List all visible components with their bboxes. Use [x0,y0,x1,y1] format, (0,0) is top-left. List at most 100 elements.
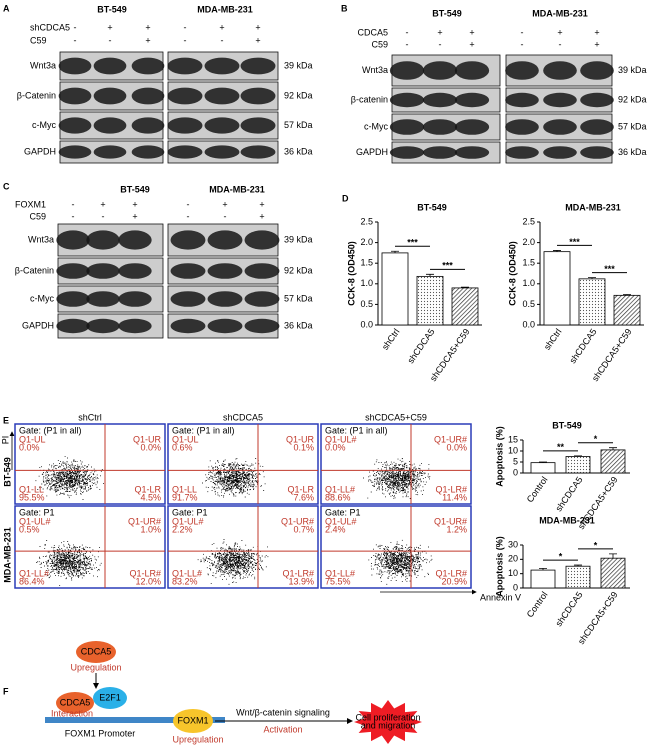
size-label: 92 kDa [618,94,647,104]
quadrant-name: Q1-UR# [434,516,467,526]
y-tick-label: 30 [508,539,518,549]
plot-area [14,505,166,589]
protein-label: β-Catenin [17,90,56,100]
quadrant-name: Q1-UL [172,434,199,444]
node-label: E2F1 [99,692,121,702]
size-label: 39 kDa [618,65,647,75]
treatment-sign: + [145,35,150,45]
x-tick-label: shCtrl [542,327,564,352]
blot-band [454,146,490,159]
quadrant-value: 12.0% [135,576,161,586]
effect-label: Interaction [51,708,93,718]
treatment-sign: + [107,22,112,32]
error-bar [574,564,582,567]
blot-band [118,230,152,250]
quadrant-name: Q1-UL# [172,516,204,526]
blot-band [167,57,203,75]
y-tick-label: 2.0 [360,237,373,247]
quadrant-name: Q1-UL# [19,516,51,526]
x-tick-label: shCDCA5 [553,475,584,514]
treatment-sign: - [109,35,112,45]
blot-band [86,291,120,307]
protein-label: GAPDH [22,320,54,330]
bar [530,462,556,474]
error-bar [391,250,399,253]
quadrant-value: 11.4% [442,492,467,502]
blot-band [422,61,458,80]
blot-band [170,230,206,250]
panel-letter: A [3,3,10,13]
diagram: F CDCA5 Upregulation CDCA5 E2F1 Interact… [3,641,422,744]
size-label: 92 kDa [284,90,313,100]
size-label: 57 kDa [284,293,313,303]
treatment-sign: - [187,199,190,209]
blot-band [93,87,127,105]
x-tick-label: Control [525,590,550,620]
treatment-sign: + [469,27,474,37]
treatment-sign: + [594,27,599,37]
blot-band [240,117,276,134]
treatment-sign: + [437,27,442,37]
treatment-sign: - [221,35,224,45]
significance-label: *** [604,264,615,274]
blot-band [204,57,240,75]
blot-band [207,291,243,307]
error-bar [623,294,631,296]
y-tick-label: 0 [513,467,518,477]
blot-band [240,57,276,75]
treatment-sign: + [255,22,260,32]
scatter-dots [368,539,433,585]
row-label: BT-549 [2,457,12,487]
treatment-sign: - [521,27,524,37]
bar [451,287,479,326]
blot-band [422,146,458,159]
error-bar [539,567,547,571]
blot-band [170,318,206,334]
quadrant-value: 75.5% [325,576,351,586]
scatter-dots [202,457,266,498]
node [56,692,94,714]
panel-letter: D [342,193,349,203]
quadrant-value: 0.0% [325,442,346,452]
chart-title: BT-549 [552,420,582,430]
column-label: shCtrl [78,412,102,422]
quadrant-name: Q1-UL# [325,434,357,444]
y-tick-label: 0.0 [360,319,373,329]
treatment-sign: + [222,199,227,209]
treatment-label: FOXM1 [15,199,46,209]
blot-band [580,146,614,159]
quadrant-name: Q1-UL [19,434,46,444]
treatment-label: C59 [29,211,46,221]
cell-label: BT-549 [120,184,150,194]
blot-band [167,117,203,134]
significance-label: ** [557,442,565,452]
blot-band [131,145,165,159]
treatment-sign: + [259,211,264,221]
blot-band [93,57,127,75]
quadrant-value: 86.4% [19,576,45,586]
x-tick-label: shCDCA5 [567,327,598,366]
y-tick-label: 20 [508,554,518,564]
bar [530,569,556,589]
plot-area [14,423,166,505]
y-axis-label: CCK-8 (OD450) [346,241,356,306]
protein-label: Wnt3a [28,234,54,244]
gate-label: Gate: P1 [172,507,208,517]
blot-band [86,230,120,250]
blot-band [58,87,92,105]
blot-band [505,146,539,159]
significance-label: * [594,540,598,550]
quadrant-name: Q1-UL# [325,516,357,526]
treatment-sign: + [100,199,105,209]
treatment-label: C59 [371,39,388,49]
quadrant-value: 1.0% [140,524,161,534]
blot-band [454,119,490,135]
protein-label: GAPDH [24,146,56,156]
panel-letter: C [3,181,10,191]
scatter-dots [197,539,269,585]
blot-band [244,263,280,279]
quadrant-name: Q1-LR# [129,568,161,578]
blot-band [204,145,240,159]
chart-title: MDA-MB-231 [565,202,621,212]
bar [565,565,591,589]
